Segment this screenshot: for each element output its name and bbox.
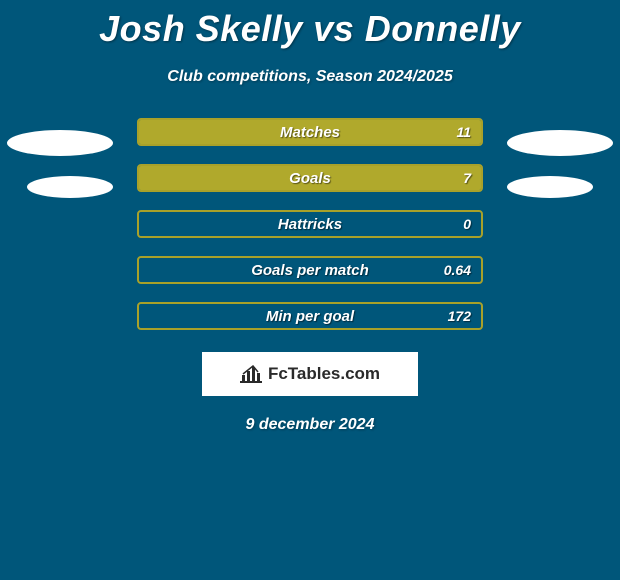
stat-label: Goals — [289, 170, 331, 187]
stat-label: Min per goal — [266, 308, 354, 325]
bar-chart-icon — [240, 365, 262, 383]
fctables-logo[interactable]: FcTables.com — [202, 352, 418, 396]
page-title: Josh Skelly vs Donnelly — [0, 0, 620, 50]
player-left-ellipse-1 — [7, 130, 113, 156]
comparison-chart: Matches 11 Goals 7 Hattricks 0 Goals per… — [0, 118, 620, 330]
stat-value: 7 — [463, 170, 471, 186]
stat-value: 0.64 — [444, 262, 471, 278]
date-label: 9 december 2024 — [0, 416, 620, 434]
subtitle: Club competitions, Season 2024/2025 — [0, 68, 620, 86]
player-right-ellipse-1 — [507, 130, 613, 156]
stat-value: 11 — [456, 124, 471, 140]
player-right-ellipse-2 — [507, 176, 593, 198]
logo-text: FcTables.com — [268, 364, 380, 384]
stat-bar-hattricks: Hattricks 0 — [137, 210, 483, 238]
stat-value: 172 — [448, 308, 471, 324]
stat-bar-goals-per-match: Goals per match 0.64 — [137, 256, 483, 284]
stat-bars: Matches 11 Goals 7 Hattricks 0 Goals per… — [137, 118, 483, 330]
stat-bar-min-per-goal: Min per goal 172 — [137, 302, 483, 330]
stat-label: Matches — [280, 124, 340, 141]
player-left-ellipse-2 — [27, 176, 113, 198]
stat-value: 0 — [463, 216, 471, 232]
stat-label: Goals per match — [251, 262, 369, 279]
stat-bar-matches: Matches 11 — [137, 118, 483, 146]
stat-bar-goals: Goals 7 — [137, 164, 483, 192]
stat-label: Hattricks — [278, 216, 342, 233]
